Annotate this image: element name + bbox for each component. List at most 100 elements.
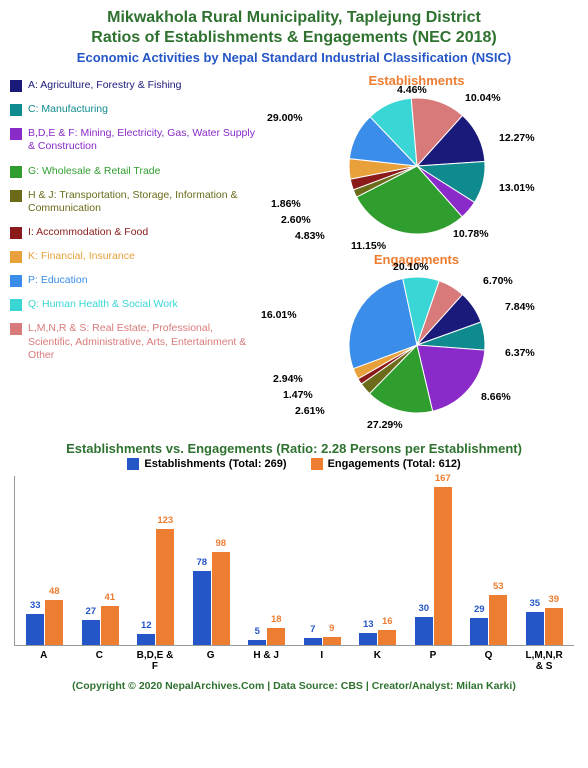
bar-category: K bbox=[357, 650, 397, 672]
legend-label: L,M,N,R & S: Real Estate, Professional, … bbox=[28, 322, 255, 361]
bar-value: 29 bbox=[474, 604, 485, 615]
bar-legend-label-b: Engagements (Total: 612) bbox=[328, 458, 461, 470]
pie-label: 4.83% bbox=[295, 230, 325, 242]
bar: 39 bbox=[545, 608, 563, 645]
bar: 123 bbox=[156, 529, 174, 645]
title-line2: Ratios of Establishments & Engagements (… bbox=[10, 28, 578, 48]
bar: 12 bbox=[137, 634, 155, 645]
legend-swatch bbox=[10, 166, 22, 178]
bar-legend-swatch-b bbox=[311, 458, 323, 470]
bar: 33 bbox=[26, 614, 44, 645]
bar-group: 2953 bbox=[470, 595, 507, 645]
bar-legend-b: Engagements (Total: 612) bbox=[311, 458, 461, 470]
legend-swatch bbox=[10, 323, 22, 335]
legend-label: G: Wholesale & Retail Trade bbox=[28, 165, 160, 178]
bar: 53 bbox=[489, 595, 507, 645]
bar: 27 bbox=[82, 620, 100, 646]
bar: 29 bbox=[470, 618, 488, 645]
pie-label: 16.01% bbox=[261, 309, 297, 321]
bar-value: 13 bbox=[363, 619, 374, 630]
bar-value: 167 bbox=[435, 473, 451, 484]
legend-swatch bbox=[10, 299, 22, 311]
bar-value: 18 bbox=[271, 614, 282, 625]
bar-group: 3348 bbox=[26, 600, 63, 645]
bar: 78 bbox=[193, 571, 211, 645]
legend-swatch bbox=[10, 251, 22, 263]
bar-category: P bbox=[413, 650, 453, 672]
bar-category: C bbox=[79, 650, 119, 672]
legend-label: K: Financial, Insurance bbox=[28, 250, 135, 263]
bar: 13 bbox=[359, 633, 377, 645]
bar-category: H & J bbox=[246, 650, 286, 672]
bar: 30 bbox=[415, 617, 433, 645]
bar-group: 3539 bbox=[526, 608, 563, 645]
pie-label: 10.04% bbox=[465, 92, 501, 104]
bar-category: B,D,E & F bbox=[135, 650, 175, 672]
pie-label: 20.10% bbox=[393, 261, 429, 273]
pie-label: 7.84% bbox=[505, 301, 535, 313]
pie-label: 2.60% bbox=[281, 214, 311, 226]
pie-label: 2.94% bbox=[273, 373, 303, 385]
bar-group: 518 bbox=[248, 628, 285, 645]
bar: 48 bbox=[45, 600, 63, 645]
bar-value: 33 bbox=[30, 600, 41, 611]
bar: 5 bbox=[248, 640, 266, 645]
pie-establishments: 12.27%10.04%4.46%29.00%1.86%2.60%4.83%11… bbox=[255, 88, 578, 252]
bar-value: 16 bbox=[382, 616, 393, 627]
legend-item: H & J: Transportation, Storage, Informat… bbox=[10, 189, 255, 215]
legend-swatch bbox=[10, 80, 22, 92]
bar-value: 123 bbox=[157, 515, 173, 526]
legend-label: I: Accommodation & Food bbox=[28, 226, 148, 239]
pie-label: 12.27% bbox=[499, 132, 535, 144]
bar-value: 12 bbox=[141, 620, 152, 631]
legend-swatch bbox=[10, 104, 22, 116]
bar-chart: 334827411212378985187913163016729533539 bbox=[14, 476, 574, 646]
bar-title: Establishments vs. Engagements (Ratio: 2… bbox=[14, 441, 574, 456]
bar-category: G bbox=[191, 650, 231, 672]
bar: 7 bbox=[304, 638, 322, 645]
bar-group: 79 bbox=[304, 637, 341, 646]
bar: 16 bbox=[378, 630, 396, 645]
pie-label: 8.66% bbox=[481, 391, 511, 403]
legend-label: C: Manufacturing bbox=[28, 103, 108, 116]
bar-value: 7 bbox=[310, 624, 315, 635]
bar-legend: Establishments (Total: 269) Engagements … bbox=[14, 458, 574, 470]
legend-item: L,M,N,R & S: Real Estate, Professional, … bbox=[10, 322, 255, 361]
pie-label: 6.70% bbox=[483, 275, 513, 287]
legend-item: B,D,E & F: Mining, Electricity, Gas, Wat… bbox=[10, 127, 255, 153]
legend-swatch bbox=[10, 227, 22, 239]
bar-category: A bbox=[24, 650, 64, 672]
bar: 167 bbox=[434, 487, 452, 645]
bar-group: 2741 bbox=[82, 606, 119, 645]
legend-label: P: Education bbox=[28, 274, 88, 287]
footer: (Copyright © 2020 NepalArchives.Com | Da… bbox=[0, 672, 588, 692]
pie-engagements: 7.84%6.70%20.10%16.01%2.94%1.47%2.61%27.… bbox=[255, 267, 578, 431]
legend-swatch bbox=[10, 275, 22, 287]
pie-label: 2.61% bbox=[295, 405, 325, 417]
legend-label: H & J: Transportation, Storage, Informat… bbox=[28, 189, 255, 215]
legend-item: Q: Human Health & Social Work bbox=[10, 298, 255, 311]
bar-value: 53 bbox=[493, 581, 504, 592]
bar-category: L,M,N,R & S bbox=[524, 650, 564, 672]
bar: 41 bbox=[101, 606, 119, 645]
pies-column: Establishments 12.27%10.04%4.46%29.00%1.… bbox=[255, 73, 578, 431]
bar: 9 bbox=[323, 637, 341, 646]
bar-group: 7898 bbox=[193, 552, 230, 645]
bar-value: 98 bbox=[215, 538, 226, 549]
bar-legend-label-a: Establishments (Total: 269) bbox=[144, 458, 286, 470]
bar: 18 bbox=[267, 628, 285, 645]
bar-legend-swatch-a bbox=[127, 458, 139, 470]
bar-value: 35 bbox=[529, 598, 540, 609]
title-line1: Mikwakhola Rural Municipality, Taplejung… bbox=[10, 8, 578, 28]
bar-value: 9 bbox=[329, 623, 334, 634]
top-section: A: Agriculture, Forestry & Fishing C: Man… bbox=[0, 69, 588, 435]
legend-label: B,D,E & F: Mining, Electricity, Gas, Wat… bbox=[28, 127, 255, 153]
bar-value: 39 bbox=[548, 594, 559, 605]
legend-item: A: Agriculture, Forestry & Fishing bbox=[10, 79, 255, 92]
legend-item: K: Financial, Insurance bbox=[10, 250, 255, 263]
bar: 98 bbox=[212, 552, 230, 645]
legend-swatch bbox=[10, 128, 22, 140]
legend-swatch bbox=[10, 190, 22, 202]
legend-item: G: Wholesale & Retail Trade bbox=[10, 165, 255, 178]
bar-group: 1316 bbox=[359, 630, 396, 645]
